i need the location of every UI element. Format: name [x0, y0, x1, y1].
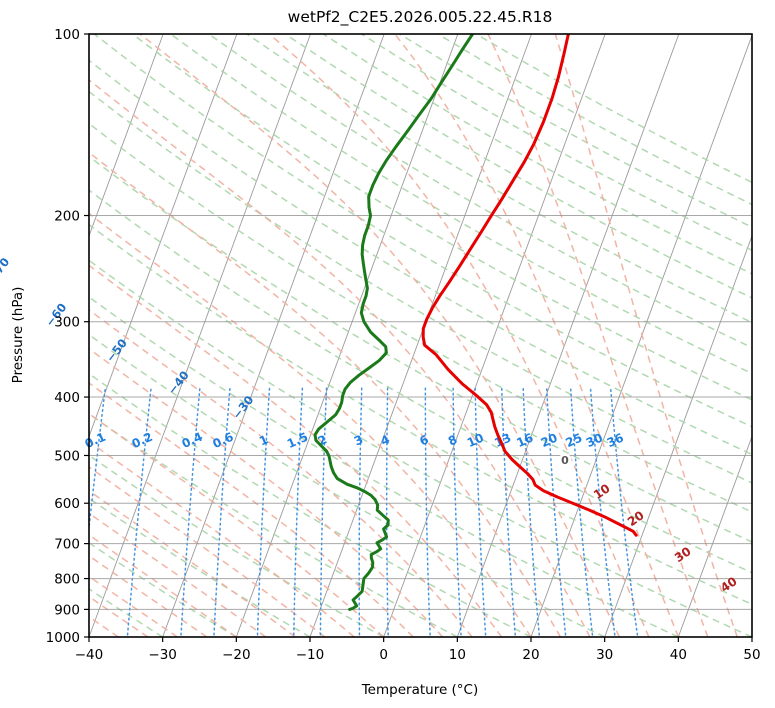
mixing-ratio-label: 16 [514, 431, 535, 451]
x-tick-label: −10 [296, 647, 325, 663]
plot-axes [84, 33, 753, 642]
plot-data-series [313, 34, 638, 611]
x-tick-label: 50 [743, 647, 760, 663]
x-tick-label: 40 [670, 647, 687, 663]
y-tick-label: 600 [54, 496, 80, 512]
x-axis-label: Temperature (°C) [361, 682, 479, 698]
y-tick-label: 500 [54, 448, 80, 464]
dewpoint-profile-line [313, 34, 475, 611]
y-tick-label: 300 [54, 315, 80, 331]
y-tick-label: 200 [54, 209, 80, 225]
mixing-ratio-label: 25 [563, 431, 584, 451]
page-title: wetPf2_C2E5.2026.005.22.45.R18 [288, 8, 553, 27]
plot-background-lines [89, 34, 752, 637]
x-tick-label: −30 [148, 647, 177, 663]
y-axis-label: Pressure (hPa) [10, 287, 26, 384]
y-tick-label: 700 [54, 537, 80, 553]
mixing-ratio-label: 10 [465, 431, 486, 451]
y-tick-label: 1000 [46, 630, 80, 646]
x-tick-label: −40 [75, 647, 104, 663]
x-tick-label: −20 [222, 647, 251, 663]
mixing-ratio-label: 20 [539, 431, 560, 451]
y-tick-label: 100 [54, 27, 80, 43]
plot-tick-labels: −40 −30 −20 −10 0 10 20 30 40 5010020030040050060… [46, 27, 761, 663]
dry-adiabat-label-halo [558, 453, 572, 467]
x-tick-label: 10 [449, 647, 466, 663]
dry-adiabat-label: 0 [561, 454, 569, 467]
x-tick-label: 20 [522, 647, 539, 663]
mixing-ratio-label: 36 [605, 431, 626, 451]
mixing-ratio-label: 30 [584, 431, 605, 451]
plot-gridlines [89, 34, 752, 637]
y-tick-label: 400 [54, 390, 80, 406]
x-tick-label: 30 [596, 647, 613, 663]
y-tick-label: 800 [54, 572, 80, 588]
y-tick-label: 900 [54, 602, 80, 618]
x-tick-label: 0 [379, 647, 388, 663]
temperature-profile-line [421, 34, 638, 537]
